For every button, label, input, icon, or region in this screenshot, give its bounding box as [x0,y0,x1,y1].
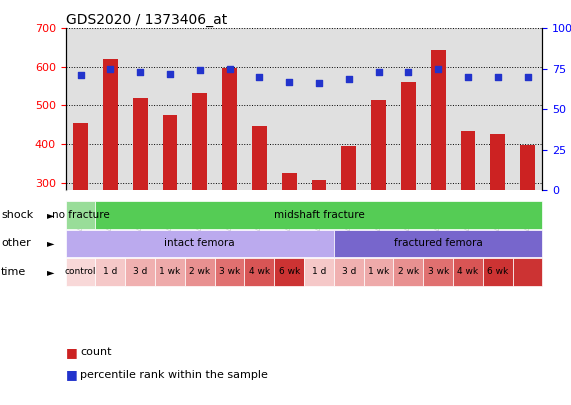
Bar [490,134,505,190]
Text: ■: ■ [66,368,78,381]
Text: GSM74222: GSM74222 [433,207,443,256]
Bar [431,50,445,190]
Bar [312,180,327,190]
Bar [103,59,118,190]
Text: 6 wk: 6 wk [279,267,300,276]
Text: GSM74216: GSM74216 [344,207,353,256]
Text: 2 wk: 2 wk [189,267,210,276]
Text: GSM74217: GSM74217 [166,207,175,256]
Text: count: count [80,347,111,357]
Text: GSM74214: GSM74214 [106,207,115,256]
Text: GSM74218: GSM74218 [374,207,383,256]
Point [195,67,204,74]
Text: time: time [1,267,26,277]
Text: other: other [1,239,31,248]
Bar [163,115,178,190]
Point [523,74,532,80]
Point [166,70,175,77]
Point [433,66,443,72]
Text: GSM74226: GSM74226 [493,207,502,256]
Bar [73,123,88,190]
Point [106,66,115,72]
Text: GSM74228: GSM74228 [523,207,532,256]
Text: midshaft fracture: midshaft fracture [274,210,364,220]
Bar [192,93,207,190]
Bar [132,98,148,190]
Bar [520,145,535,190]
Text: 4 wk: 4 wk [457,267,478,276]
Point [225,66,234,72]
Bar [341,146,356,190]
Point [255,74,264,80]
Text: 6 wk: 6 wk [487,267,508,276]
Text: GSM74213: GSM74213 [76,207,85,256]
Text: control: control [65,267,96,276]
Text: 3 d: 3 d [133,267,147,276]
Text: intact femora: intact femora [164,239,235,248]
Text: no fracture: no fracture [52,210,110,220]
Point [284,79,293,85]
Point [76,72,85,79]
Text: 1 d: 1 d [312,267,326,276]
Text: ■: ■ [66,346,78,359]
Point [404,69,413,75]
Text: ►: ► [47,267,54,277]
Point [315,80,324,87]
Text: GSM74215: GSM74215 [136,207,144,256]
Text: percentile rank within the sample: percentile rank within the sample [80,370,268,379]
Text: GSM74225: GSM74225 [285,207,293,256]
Text: 1 d: 1 d [103,267,118,276]
Text: ►: ► [47,239,54,248]
Text: ►: ► [47,210,54,220]
Point [374,69,383,75]
Text: fractured femora: fractured femora [394,239,482,248]
Text: 3 wk: 3 wk [428,267,449,276]
Point [493,74,502,80]
Text: GDS2020 / 1373406_at: GDS2020 / 1373406_at [66,13,227,27]
Text: 1 wk: 1 wk [368,267,389,276]
Text: GSM74223: GSM74223 [255,207,264,256]
Point [464,74,473,80]
Text: 3 wk: 3 wk [219,267,240,276]
Bar [401,82,416,190]
Text: GSM74220: GSM74220 [404,207,413,256]
Bar [371,100,386,190]
Bar [460,131,476,190]
Text: 3 d: 3 d [341,267,356,276]
Point [344,75,353,82]
Bar [252,126,267,190]
Text: 4 wk: 4 wk [249,267,270,276]
Text: GSM74221: GSM74221 [225,207,234,256]
Bar [282,173,296,190]
Text: shock: shock [1,210,33,220]
Text: GSM74224: GSM74224 [464,207,472,256]
Text: 2 wk: 2 wk [398,267,419,276]
Text: GSM74219: GSM74219 [195,207,204,256]
Text: GSM74227: GSM74227 [315,207,323,256]
Point [135,69,144,75]
Bar [222,68,237,190]
Text: 1 wk: 1 wk [159,267,180,276]
